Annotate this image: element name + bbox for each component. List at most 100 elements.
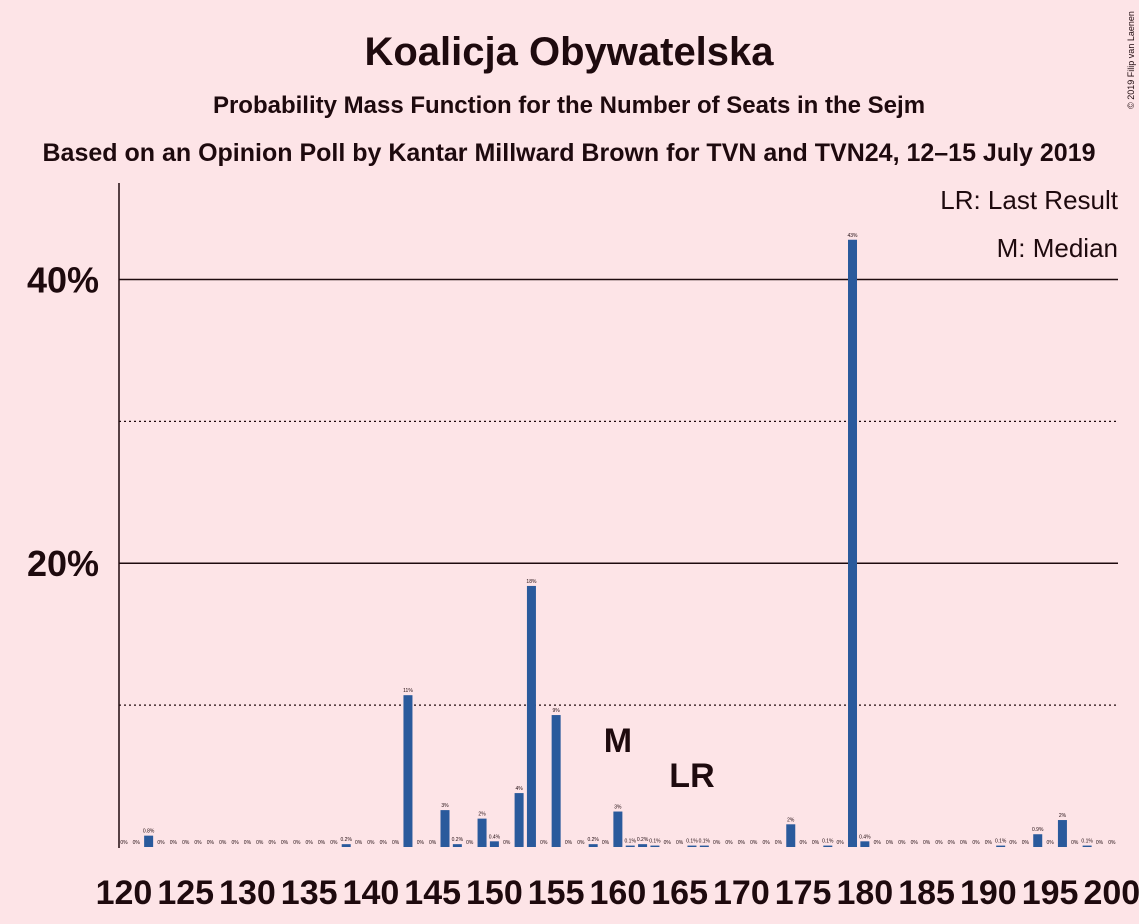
copyright: © 2019 Filip van Laenen (1126, 11, 1136, 109)
value-label: 0.1% (822, 839, 834, 845)
value-label: 0.1% (699, 839, 711, 845)
x-tick-label: 175 (775, 874, 832, 912)
value-label: 0% (392, 840, 400, 846)
value-label: 2% (1059, 813, 1067, 819)
value-label: 0% (429, 840, 437, 846)
bar (625, 845, 635, 847)
value-label: 0% (911, 840, 919, 846)
value-label: 0% (1071, 840, 1079, 846)
value-label: 0% (762, 840, 770, 846)
value-label: 0.1% (649, 839, 661, 845)
bar (452, 844, 462, 847)
x-tick-label: 170 (713, 874, 770, 912)
bar (650, 845, 660, 847)
value-label: 0% (503, 840, 511, 846)
bar (144, 835, 154, 847)
value-label: 0% (775, 840, 783, 846)
value-label: 0.2% (341, 837, 353, 843)
value-label: 2% (787, 817, 795, 823)
value-label: 0.1% (686, 839, 698, 845)
annotation: LR (669, 757, 714, 795)
bar (687, 845, 697, 847)
value-label: 0% (231, 840, 239, 846)
value-label: 2% (478, 812, 486, 818)
value-label: 0% (194, 840, 202, 846)
x-tick-label: 135 (281, 874, 338, 912)
x-tick-label: 185 (898, 874, 955, 912)
x-tick-label: 155 (528, 874, 585, 912)
x-tick-label: 130 (219, 874, 276, 912)
value-label: 0% (799, 840, 807, 846)
x-tick-label: 145 (404, 874, 461, 912)
bar (477, 818, 487, 847)
x-tick-label: 125 (157, 874, 214, 912)
value-label: 0% (182, 840, 190, 846)
x-tick-label: 195 (1022, 874, 1079, 912)
value-label: 0.2% (637, 837, 649, 843)
value-label: 0% (1108, 840, 1116, 846)
value-label: 0.2% (587, 837, 599, 843)
value-label: 0% (577, 840, 585, 846)
value-label: 0.1% (1081, 839, 1093, 845)
value-label: 0% (898, 840, 906, 846)
value-label: 0% (269, 840, 277, 846)
value-label: 4% (515, 786, 523, 792)
bar (848, 239, 858, 847)
value-label: 0.8% (143, 829, 155, 835)
chart-caption: Based on an Opinion Poll by Kantar Millw… (42, 139, 1095, 167)
value-label: 0% (935, 840, 943, 846)
value-label: 18% (526, 579, 537, 585)
x-tick-label: 165 (651, 874, 708, 912)
value-label: 0% (281, 840, 289, 846)
x-tick-label: 200 (1083, 874, 1139, 912)
value-label: 0% (837, 840, 845, 846)
bar (514, 793, 524, 847)
value-label: 0% (207, 840, 215, 846)
value-label: 0% (330, 840, 338, 846)
value-label: 0% (676, 840, 684, 846)
legend-note: LR: Last Result (940, 185, 1119, 215)
value-label: 0% (1046, 840, 1054, 846)
value-label: 0.1% (625, 839, 637, 845)
bar (1033, 834, 1043, 847)
value-label: 0% (750, 840, 758, 846)
x-tick-label: 120 (96, 874, 153, 912)
value-label: 0.1% (995, 839, 1007, 845)
bar (860, 841, 870, 847)
value-label: 0% (972, 840, 980, 846)
value-label: 0.4% (859, 834, 871, 840)
value-label: 0% (120, 840, 128, 846)
value-label: 0% (886, 840, 894, 846)
value-label: 0% (923, 840, 931, 846)
bar (526, 585, 536, 847)
bar (489, 841, 499, 847)
value-label: 0% (219, 840, 227, 846)
bar (551, 715, 561, 847)
x-tick-label: 150 (466, 874, 523, 912)
x-tick-label: 180 (836, 874, 893, 912)
x-tick-label: 140 (343, 874, 400, 912)
bar (613, 811, 623, 847)
value-label: 3% (441, 803, 449, 809)
bar (786, 824, 796, 847)
value-label: 0.2% (452, 837, 464, 843)
value-label: 0% (565, 840, 573, 846)
value-label: 0% (170, 840, 178, 846)
value-label: 0% (466, 840, 474, 846)
bar (1057, 820, 1067, 847)
value-label: 0% (812, 840, 820, 846)
chart-title: Koalicja Obywatelska (364, 30, 774, 74)
value-label: 0% (874, 840, 882, 846)
value-label: 43% (847, 233, 858, 239)
value-label: 0% (306, 840, 314, 846)
value-label: 0% (960, 840, 968, 846)
value-label: 3% (614, 805, 622, 811)
value-label: 9% (553, 708, 561, 714)
value-label: 0% (256, 840, 264, 846)
value-label: 0% (293, 840, 301, 846)
y-tick-label: 20% (27, 543, 99, 584)
value-label: 0% (133, 840, 141, 846)
value-label: 0.9% (1032, 827, 1044, 833)
value-label: 0.4% (489, 834, 501, 840)
